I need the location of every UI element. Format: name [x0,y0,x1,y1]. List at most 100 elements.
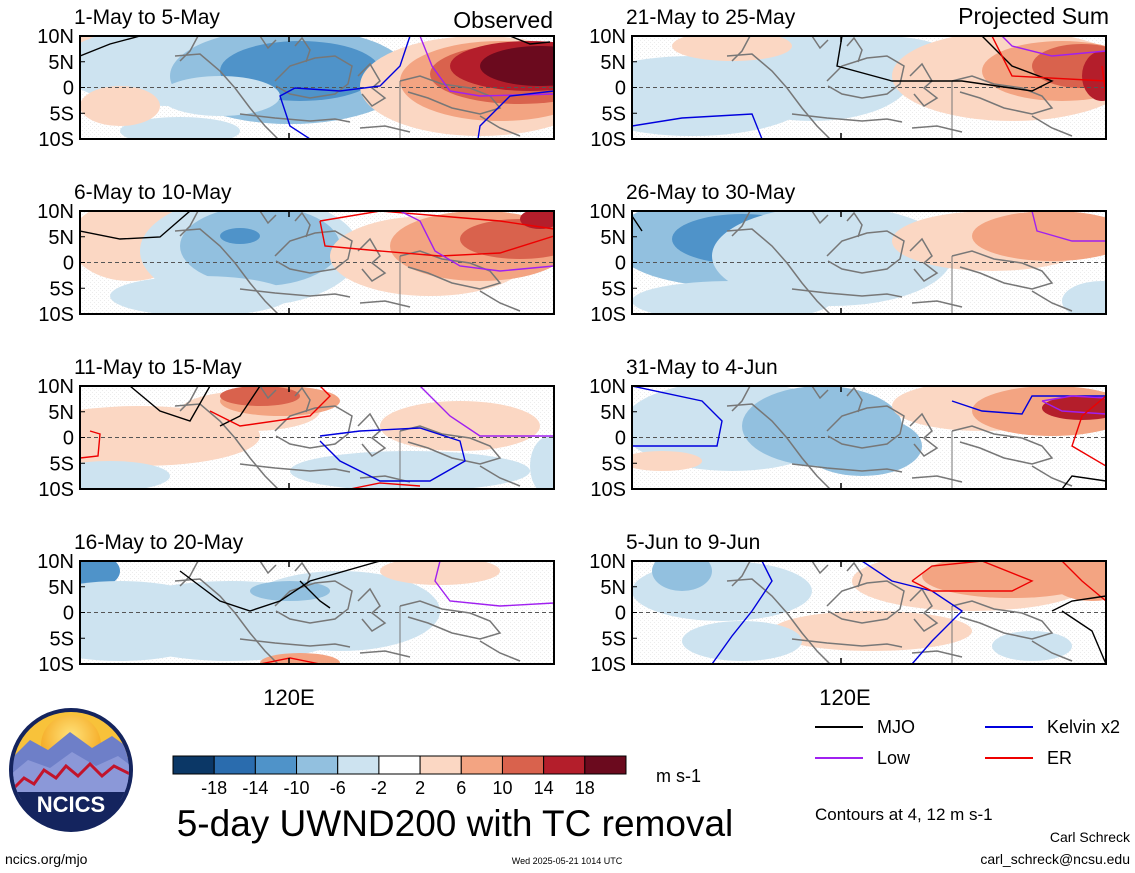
y-tick-label: 10S [590,654,626,676]
y-tick-label: 10S [38,304,74,326]
colorbar-swatch [296,755,339,775]
coastline [909,237,939,282]
coastline [259,36,277,50]
y-tick-label: 5S [50,453,74,475]
wind-shading [380,401,540,451]
contour-line [129,386,211,422]
author-email[interactable]: carl_schreck@ncsu.edu [980,851,1130,867]
y-tick-label: 5N [600,227,626,249]
y-tick-label: 5S [602,278,626,300]
coastline [951,75,1054,115]
contour-line [419,36,554,97]
y-tick-label: 5N [600,52,626,74]
coastline [399,425,502,465]
y-tick-label: 10S [38,479,74,501]
contour-line [991,36,1106,82]
colorbar: -18 -14 -10 -6 -2 2 6 10 14 18 [172,755,627,798]
colorbar-swatch [213,755,256,775]
x-axis-label-right: 120E [819,685,870,710]
coastline [357,237,387,282]
coastline [294,386,311,413]
coastline [731,211,751,237]
wind-shading [260,653,340,664]
y-tick-label: 5S [602,628,626,650]
y-tick-label: 5S [50,628,74,650]
coastline [826,230,905,274]
colorbar-tick-label: 18 [575,778,595,798]
colorbar-swatch [584,755,627,775]
coastline [726,53,831,139]
panel-field [632,211,1106,314]
y-tick-label: 0 [63,78,74,100]
y-tick-label: 0 [63,253,74,275]
coastline [846,386,863,413]
coastline [911,475,963,483]
contour-line [319,211,554,230]
wind-shading [460,219,554,259]
y-tick-label: 0 [615,428,626,450]
coastline [259,561,277,575]
coastline [911,650,963,658]
panel-title: 31-May to 4-Jun [626,356,778,379]
contour-line [419,386,554,437]
coastline [951,250,1054,290]
figure-title: 5-day UWND200 with TC removal [177,803,734,844]
y-tick-label: 10N [589,201,626,223]
colorbar-tick-label: 6 [456,778,466,798]
contour-line [349,482,421,489]
contour-line [179,561,381,612]
y-tick-label: 10N [37,551,74,573]
coastline [951,600,1054,640]
wind-shading [110,276,290,314]
wind-shading [520,211,554,229]
legend: MJO Kelvin x2 Low ER [815,717,1120,768]
wind-shading [160,76,280,116]
coastline [846,561,863,588]
wind-shading [1082,51,1106,101]
y-tick-label: 0 [63,603,74,625]
contour-line [259,657,321,664]
coastline [846,36,863,63]
contour-line [861,561,964,664]
wind-shading [80,86,160,126]
wind-shading [652,561,712,591]
coastline [811,211,829,225]
contour-line [509,36,551,45]
ncics-logo: NCICS [9,708,133,832]
panel-title: 16-May to 20-May [74,531,244,554]
contour-line [632,113,763,139]
coastline [294,561,311,588]
colorbar-tick-label: 14 [534,778,554,798]
coastline [359,125,411,133]
y-tick-label: 10S [38,129,74,151]
contour-line [477,90,554,139]
contour-line [836,36,1054,92]
coastline [911,300,963,308]
site-link[interactable]: ncics.org/mjo [5,851,88,867]
y-tick-label: 10N [37,376,74,398]
wind-shading [772,611,972,651]
coastline [274,580,353,624]
wind-shading [1032,44,1106,88]
coastline [479,640,521,662]
coastline [911,125,963,133]
contours-note: Contours at 4, 12 m s-1 [815,805,993,824]
contour-line [1061,561,1106,602]
colorbar-swatch [254,755,298,775]
coastline [357,412,387,457]
y-tick-label: 5S [602,103,626,125]
y-tick-label: 0 [615,603,626,625]
coastline [274,405,353,449]
y-tick-label: 10N [589,551,626,573]
legend-label: Kelvin x2 [1047,717,1120,737]
y-tick-label: 5N [600,402,626,424]
coastline [399,600,502,640]
coastline [726,403,831,489]
coastline [239,113,351,123]
coastline [174,578,279,664]
coastline [791,113,903,123]
wind-shading [632,281,832,314]
colorbar-tick-label: -6 [330,778,346,798]
